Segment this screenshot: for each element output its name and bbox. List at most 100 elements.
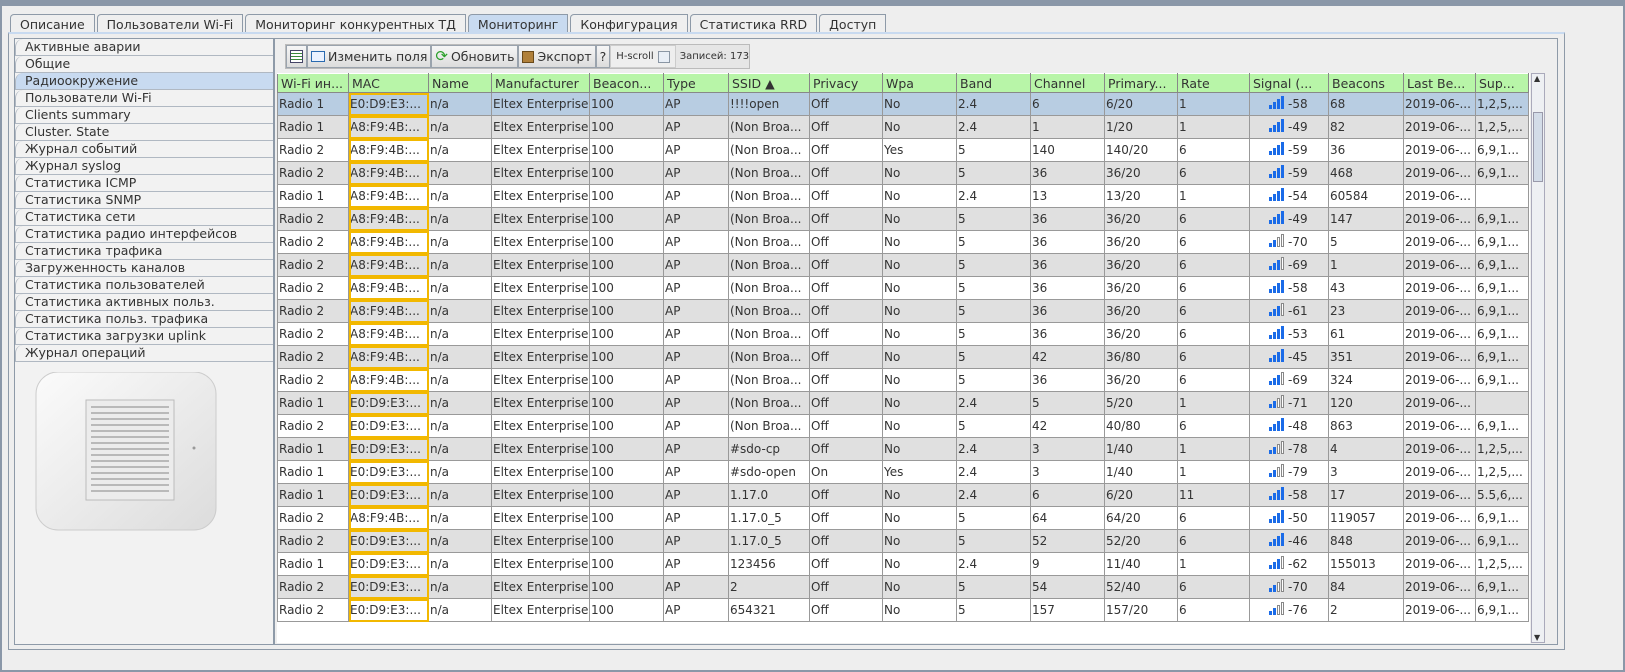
cell: 64 <box>1030 506 1105 530</box>
cell: Eltex Enterprise <box>491 115 590 139</box>
sidebar-item[interactable]: Статистика сети <box>15 209 273 226</box>
column-header[interactable]: Manufacturer <box>491 73 590 93</box>
table-row[interactable]: Radio 2 A8:F9:4B:... n/a Eltex Enterprise 10… <box>277 368 1529 392</box>
sidebar-item[interactable]: Статистика ICMP <box>15 175 273 192</box>
cell: Radio 2 <box>277 529 349 553</box>
columns-button[interactable] <box>286 45 307 68</box>
table-row[interactable]: Radio 2 A8:F9:4B:... n/a Eltex Enterprise 10… <box>277 506 1529 530</box>
sidebar-item[interactable]: Статистика радио интерфейсов <box>15 226 273 243</box>
table-row[interactable]: Radio 2 A8:F9:4B:... n/a Eltex Enterprise 10… <box>277 322 1529 346</box>
table-row[interactable]: Radio 1 A8:F9:4B:... n/a Eltex Enterprise 10… <box>277 115 1529 139</box>
cell: 100 <box>589 506 664 530</box>
sidebar-item[interactable]: Журнал событий <box>15 141 273 158</box>
table-row[interactable]: Radio 1 E0:D9:E3:... n/a Eltex Enterprise 10… <box>277 552 1529 576</box>
tab-2[interactable]: Мониторинг конкурентных ТД <box>245 14 466 33</box>
table-row[interactable]: Radio 2 E0:D9:E3:... n/a Eltex Enterprise 10… <box>277 598 1529 622</box>
sidebar-item[interactable]: Статистика трафика <box>15 243 273 260</box>
scroll-up-arrow[interactable]: ▲ <box>1534 74 1541 83</box>
column-header[interactable]: Rate <box>1177 73 1250 93</box>
sidebar-item[interactable]: Clients summary <box>15 107 273 124</box>
signal-value: -48 <box>1288 419 1308 433</box>
hscroll-toggle[interactable]: H-scroll <box>610 45 676 68</box>
cell: Eltex Enterprise <box>491 92 590 116</box>
sidebar-item[interactable]: Статистика SNMP <box>15 192 273 209</box>
cell: Eltex Enterprise <box>491 414 590 438</box>
column-header[interactable]: MAC <box>348 73 429 93</box>
cell: -58 <box>1249 92 1329 116</box>
sidebar-item[interactable]: Общие <box>15 56 273 73</box>
scroll-thumb[interactable] <box>1533 112 1543 182</box>
tab-4[interactable]: Конфигурация <box>570 14 688 33</box>
cell: -71 <box>1249 391 1329 415</box>
hscroll-checkbox[interactable] <box>657 50 670 63</box>
table-row[interactable]: Radio 2 E0:D9:E3:... n/a Eltex Enterprise 10… <box>277 575 1529 599</box>
column-header[interactable]: Beacon... <box>589 73 664 93</box>
cell: Eltex Enterprise <box>491 161 590 185</box>
column-header[interactable]: Channel <box>1030 73 1105 93</box>
tab-1[interactable]: Пользователи Wi-Fi <box>96 14 244 33</box>
cell: Radio 1 <box>277 437 349 461</box>
column-header[interactable]: SSID ▲ <box>728 73 810 93</box>
sidebar-item[interactable]: Cluster. State <box>15 124 273 141</box>
edit-fields-button[interactable]: Изменить поля <box>307 45 432 68</box>
table-row[interactable]: Radio 1 E0:D9:E3:... n/a Eltex Enterprise 10… <box>277 437 1529 461</box>
tab-bar: Описание Пользователи Wi-Fi Мониторинг кон… <box>10 14 888 33</box>
sidebar-item[interactable]: Пользователи Wi-Fi <box>15 90 273 107</box>
cell: 40/80 <box>1104 414 1178 438</box>
column-header[interactable]: Type <box>663 73 729 93</box>
table-row[interactable]: Radio 2 A8:F9:4B:... n/a Eltex Enterprise 10… <box>277 161 1529 185</box>
tab-5[interactable]: Статистика RRD <box>689 14 818 33</box>
sidebar-item[interactable]: Загруженность каналов <box>15 260 273 277</box>
sidebar-item[interactable]: Статистика пользователей <box>15 277 273 294</box>
column-header[interactable]: Last Be... <box>1403 73 1476 93</box>
table-row[interactable]: Radio 2 A8:F9:4B:... n/a Eltex Enterprise 10… <box>277 345 1529 369</box>
column-header[interactable]: Wpa <box>882 73 957 93</box>
sidebar-item[interactable]: Статистика польз. трафика <box>15 311 273 328</box>
table-row[interactable]: Radio 1 A8:F9:4B:... n/a Eltex Enterprise 10… <box>277 184 1529 208</box>
column-header[interactable]: Sup... <box>1475 73 1529 93</box>
column-header[interactable]: Band <box>956 73 1031 93</box>
table-row[interactable]: Radio 2 A8:F9:4B:... n/a Eltex Enterprise 10… <box>277 230 1529 254</box>
help-button[interactable]: ? <box>595 45 611 68</box>
column-header[interactable]: Signal (... <box>1249 73 1329 93</box>
sidebar-item[interactable]: Статистика активных польз. <box>15 294 273 311</box>
tab-0[interactable]: Описание <box>10 14 95 33</box>
table-row[interactable]: Radio 2 A8:F9:4B:... n/a Eltex Enterprise 10… <box>277 207 1529 231</box>
table-row[interactable]: Radio 1 E0:D9:E3:... n/a Eltex Enterprise 10… <box>277 483 1529 507</box>
tab-6[interactable]: Доступ <box>819 14 887 33</box>
cell: 157 <box>1030 598 1105 622</box>
column-header[interactable]: Beacons <box>1328 73 1404 93</box>
column-header[interactable]: Primary... <box>1104 73 1178 93</box>
cell: Radio 2 <box>277 138 349 162</box>
cell: 100 <box>589 161 664 185</box>
refresh-button[interactable]: ⟳ Обновить <box>431 45 519 68</box>
table-row[interactable]: Radio 1 E0:D9:E3:... n/a Eltex Enterprise 10… <box>277 460 1529 484</box>
cell: -50 <box>1249 506 1329 530</box>
table-row[interactable]: Radio 2 A8:F9:4B:... n/a Eltex Enterprise 10… <box>277 138 1529 162</box>
sidebar-item[interactable]: Статистика загрузки uplink <box>15 328 273 345</box>
scroll-down-arrow[interactable]: ▼ <box>1534 633 1541 642</box>
table-row[interactable]: Radio 2 A8:F9:4B:... n/a Eltex Enterprise 10… <box>277 299 1529 323</box>
tab-3[interactable]: Мониторинг <box>467 14 569 33</box>
sidebar-item[interactable]: Активные аварии <box>15 39 273 56</box>
cell: Off <box>809 138 883 162</box>
export-button[interactable]: Экспорт <box>518 45 596 68</box>
cell: Eltex Enterprise <box>491 253 590 277</box>
cell: 2019-06-... <box>1403 598 1476 622</box>
column-header[interactable]: Wi-Fi ин... <box>277 73 349 93</box>
table-row[interactable]: Radio 2 A8:F9:4B:... n/a Eltex Enterprise 10… <box>277 253 1529 277</box>
column-header[interactable]: Name <box>428 73 492 93</box>
table-row[interactable]: Radio 1 E0:D9:E3:... n/a Eltex Enterprise 10… <box>277 391 1529 415</box>
table-row[interactable]: Radio 2 A8:F9:4B:... n/a Eltex Enterprise 10… <box>277 276 1529 300</box>
table-row[interactable]: Radio 1 E0:D9:E3:... n/a Eltex Enterprise 10… <box>277 92 1529 116</box>
sidebar-item[interactable]: Радиоокружение <box>15 73 273 90</box>
sidebar-item[interactable]: Журнал syslog <box>15 158 273 175</box>
table-row[interactable]: Radio 2 E0:D9:E3:... n/a Eltex Enterprise 10… <box>277 414 1529 438</box>
cell: 6 <box>1177 575 1250 599</box>
cell: Radio 1 <box>277 391 349 415</box>
cell: #sdo-cp <box>728 437 810 461</box>
column-header[interactable]: Privacy <box>809 73 883 93</box>
vertical-scrollbar[interactable]: ▲ ▼ <box>1531 73 1545 643</box>
sidebar-item[interactable]: Журнал операций <box>15 345 273 362</box>
table-row[interactable]: Radio 2 E0:D9:E3:... n/a Eltex Enterprise 10… <box>277 529 1529 553</box>
